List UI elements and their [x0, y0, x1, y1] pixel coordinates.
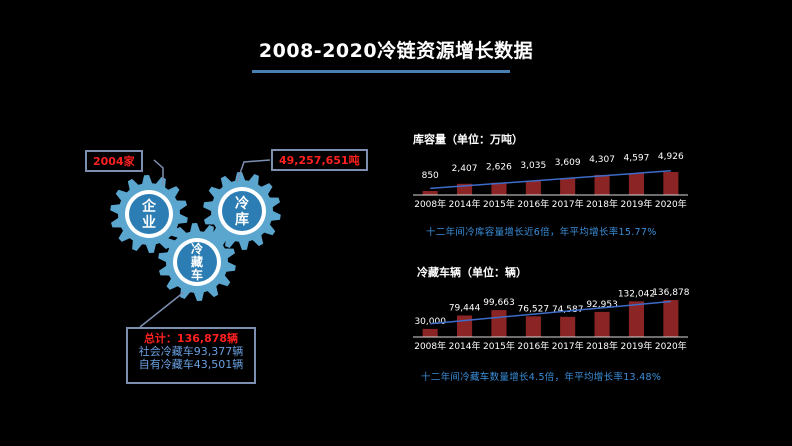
- bar: [594, 174, 610, 195]
- data-label: 3,035: [520, 161, 546, 171]
- bar: [560, 316, 576, 337]
- data-label: 3,609: [555, 158, 581, 168]
- category-label: 2015年: [483, 198, 515, 210]
- gear-coldstore-hub: [222, 191, 262, 231]
- bar: [628, 301, 644, 337]
- data-label: 76,527: [518, 304, 550, 314]
- chart-cold-storage: 850 2008年 2,407 2014年 2,626 2015年 3,035 2016年 3,…: [413, 152, 688, 210]
- category-label: 2015年: [483, 340, 515, 352]
- gear-enterprise-label: 企: [141, 198, 157, 215]
- chart1-note: 十二年间冷库容量增长近6倍，年平均增长率15.77%: [426, 227, 657, 238]
- category-label: 2014年: [449, 340, 481, 352]
- data-label: 2,626: [486, 163, 512, 173]
- gear-enterprise-hub: [129, 194, 169, 234]
- chart2-note: 十二年间冷藏车数量增长4.5倍，年平均增长率13.48%: [421, 372, 662, 383]
- leader-enterprise: [153, 159, 164, 186]
- bar: [422, 328, 438, 337]
- title-underline: [252, 70, 510, 73]
- category-label: 2016年: [517, 340, 549, 352]
- gear-coldstore-label: 库: [235, 211, 249, 228]
- data-label: 2,407: [452, 164, 478, 174]
- gear-truck-label: 藏: [191, 254, 203, 269]
- category-label: 2014年: [449, 198, 481, 210]
- data-label: 4,597: [624, 154, 650, 164]
- category-label: 2008年: [414, 198, 446, 210]
- truck-social: 社会冷藏车93,377辆: [138, 345, 244, 358]
- gear-truck-label: 冷: [191, 241, 203, 256]
- bar: [457, 315, 473, 337]
- data-label: 92,953: [586, 300, 618, 310]
- bar: [663, 300, 679, 337]
- page-title: 2008-2020冷链资源增长数据: [258, 40, 534, 62]
- data-label: 79,444: [449, 304, 481, 314]
- category-label: 2018年: [586, 198, 618, 210]
- bar: [663, 172, 679, 195]
- category-label: 2018年: [586, 340, 618, 352]
- gear-coldstore-label: 冷: [235, 195, 249, 212]
- enterprise-count-callout: 2004家: [85, 150, 143, 172]
- truck-own: 自有冷藏车43,501辆: [138, 358, 244, 371]
- data-label: 132,042: [618, 289, 655, 299]
- category-label: 2019年: [620, 340, 652, 352]
- bar: [457, 183, 473, 195]
- gear-enterprise-label: 业: [142, 215, 156, 231]
- data-label: 74,587: [552, 305, 584, 315]
- chart2-title: 冷藏车辆（单位：辆）: [417, 266, 527, 279]
- leader-coldstore: [236, 159, 271, 183]
- trendline: [430, 300, 671, 325]
- leader-truck: [139, 291, 185, 328]
- category-label: 2017年: [552, 340, 584, 352]
- data-label: 850: [422, 171, 439, 181]
- data-label: 30,000: [414, 317, 446, 327]
- category-label: 2020年: [655, 340, 687, 352]
- bar: [525, 316, 541, 337]
- bar: [628, 173, 644, 195]
- truck-total-box: 总计：136,878辆 社会冷藏车93,377辆 自有冷藏车43,501辆: [126, 327, 256, 384]
- data-label: 136,878: [652, 288, 689, 298]
- data-label: 4,307: [589, 155, 615, 165]
- bar: [491, 182, 507, 195]
- bar: [560, 178, 576, 195]
- category-label: 2017年: [552, 198, 584, 210]
- data-label: 4,926: [658, 152, 684, 162]
- category-label: 2020年: [655, 198, 687, 210]
- category-label: 2019年: [620, 198, 652, 210]
- gear-truck-hub: [177, 242, 217, 282]
- truck-total: 总计：136,878辆: [143, 332, 239, 345]
- chart-refrigerated-trucks: 30,000 2008年 79,444 2014年 99,663 2015年 76,527 2…: [413, 288, 690, 352]
- data-label: 99,663: [483, 298, 515, 308]
- chart1-title: 库容量（单位：万吨）: [413, 133, 523, 146]
- bar: [491, 310, 507, 337]
- category-label: 2008年: [414, 340, 446, 352]
- bar: [422, 191, 438, 195]
- gear-truck-label: 车: [191, 267, 203, 282]
- bar: [525, 180, 541, 195]
- coldstore-capacity-callout: 49,257,651吨: [271, 149, 368, 171]
- trendline: [430, 170, 671, 190]
- category-label: 2016年: [517, 198, 549, 210]
- bar: [594, 311, 610, 337]
